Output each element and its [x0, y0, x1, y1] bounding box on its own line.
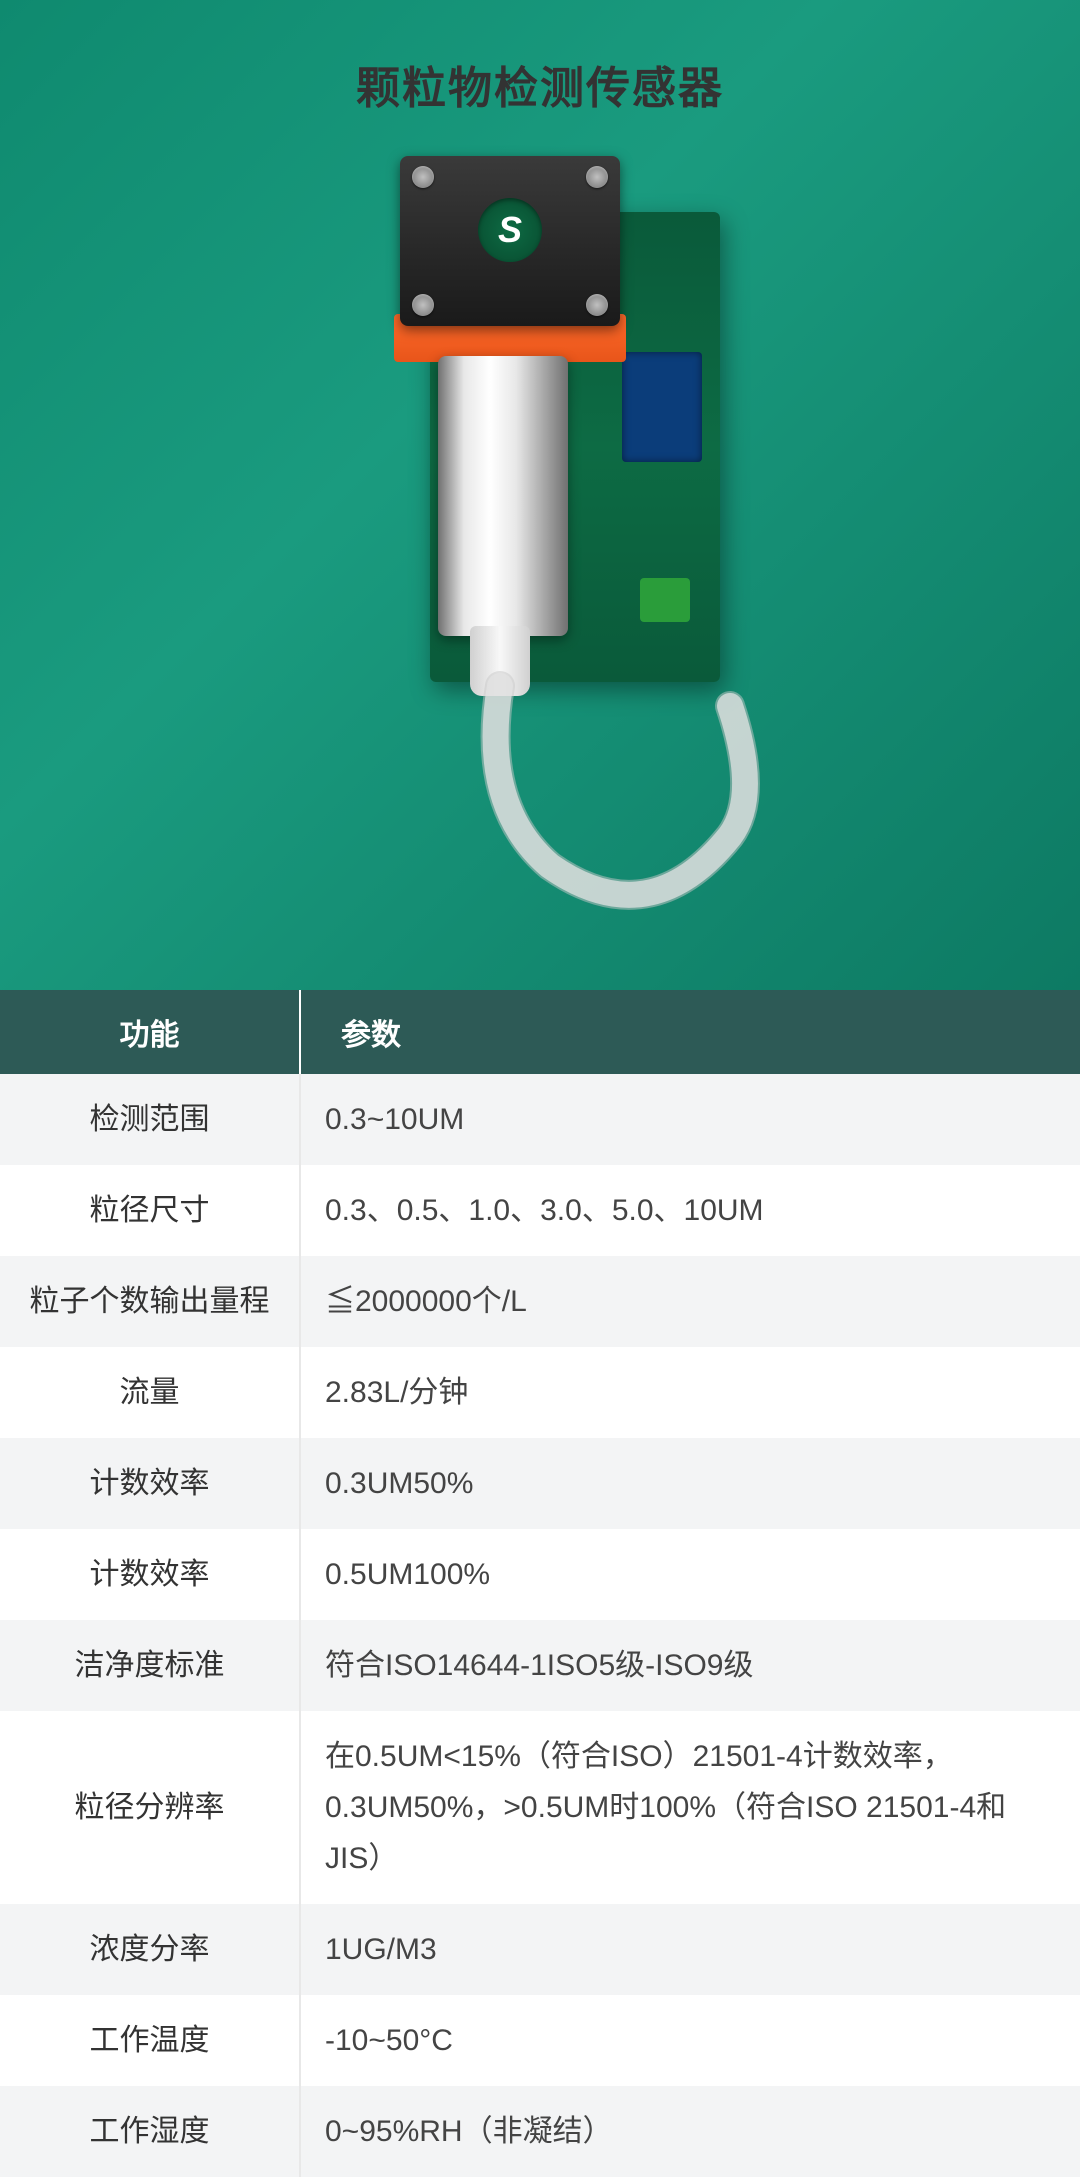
spec-table: 功能 参数 检测范围0.3~10UM粒径尺寸0.3、0.5、1.0、3.0、5.… — [0, 990, 1080, 2177]
hero-section: 颗粒物检测传感器 S — [0, 0, 1080, 990]
device-illustration: S — [340, 156, 740, 876]
row-label: 粒径分辨率 — [0, 1711, 300, 1904]
row-label: 粒子个数输出量程 — [0, 1256, 300, 1347]
tube — [450, 666, 770, 926]
header-value: 参数 — [300, 990, 1080, 1074]
metal-cylinder — [438, 356, 568, 636]
row-value: 0.3UM50% — [300, 1438, 1080, 1529]
table-row: 工作湿度0~95%RH（非凝结） — [0, 2086, 1080, 2177]
page-title: 颗粒物检测传感器 — [356, 52, 724, 116]
header-label: 功能 — [0, 990, 300, 1074]
table-row: 洁净度标准符合ISO14644-1ISO5级-ISO9级 — [0, 1620, 1080, 1711]
screw-icon — [412, 166, 434, 188]
table-row: 粒子个数输出量程≦2000000个/L — [0, 1256, 1080, 1347]
screw-icon — [412, 294, 434, 316]
screw-icon — [586, 294, 608, 316]
row-label: 粒径尺寸 — [0, 1165, 300, 1256]
table-row: 浓度分率1UG/M3 — [0, 1904, 1080, 1995]
row-value: 2.83L/分钟 — [300, 1347, 1080, 1438]
row-value: ≦2000000个/L — [300, 1256, 1080, 1347]
table-row: 计数效率0.3UM50% — [0, 1438, 1080, 1529]
row-value: -10~50°C — [300, 1995, 1080, 2086]
row-value: 0.3、0.5、1.0、3.0、5.0、10UM — [300, 1165, 1080, 1256]
motor-housing: S — [400, 156, 620, 326]
row-value: 1UG/M3 — [300, 1904, 1080, 1995]
table-row: 粒径尺寸0.3、0.5、1.0、3.0、5.0、10UM — [0, 1165, 1080, 1256]
row-label: 工作温度 — [0, 1995, 300, 2086]
table-row: 流量2.83L/分钟 — [0, 1347, 1080, 1438]
row-label: 洁净度标准 — [0, 1620, 300, 1711]
row-label: 检测范围 — [0, 1074, 300, 1165]
table-header-row: 功能 参数 — [0, 990, 1080, 1074]
row-value: 符合ISO14644-1ISO5级-ISO9级 — [300, 1620, 1080, 1711]
table-row: 计数效率0.5UM100% — [0, 1529, 1080, 1620]
logo-letter: S — [498, 209, 522, 251]
row-label: 流量 — [0, 1347, 300, 1438]
row-value: 0.3~10UM — [300, 1074, 1080, 1165]
screw-icon — [586, 166, 608, 188]
row-label: 浓度分率 — [0, 1904, 300, 1995]
row-label: 计数效率 — [0, 1438, 300, 1529]
row-value: 0~95%RH（非凝结） — [300, 2086, 1080, 2177]
row-value: 0.5UM100% — [300, 1529, 1080, 1620]
table-row: 粒径分辨率在0.5UM<15%（符合ISO）21501-4计数效率，0.3UM5… — [0, 1711, 1080, 1904]
logo-badge: S — [478, 198, 542, 262]
table-row: 检测范围0.3~10UM — [0, 1074, 1080, 1165]
row-label: 计数效率 — [0, 1529, 300, 1620]
table-row: 工作温度-10~50°C — [0, 1995, 1080, 2086]
row-label: 工作湿度 — [0, 2086, 300, 2177]
row-value: 在0.5UM<15%（符合ISO）21501-4计数效率，0.3UM50%，>0… — [300, 1711, 1080, 1904]
